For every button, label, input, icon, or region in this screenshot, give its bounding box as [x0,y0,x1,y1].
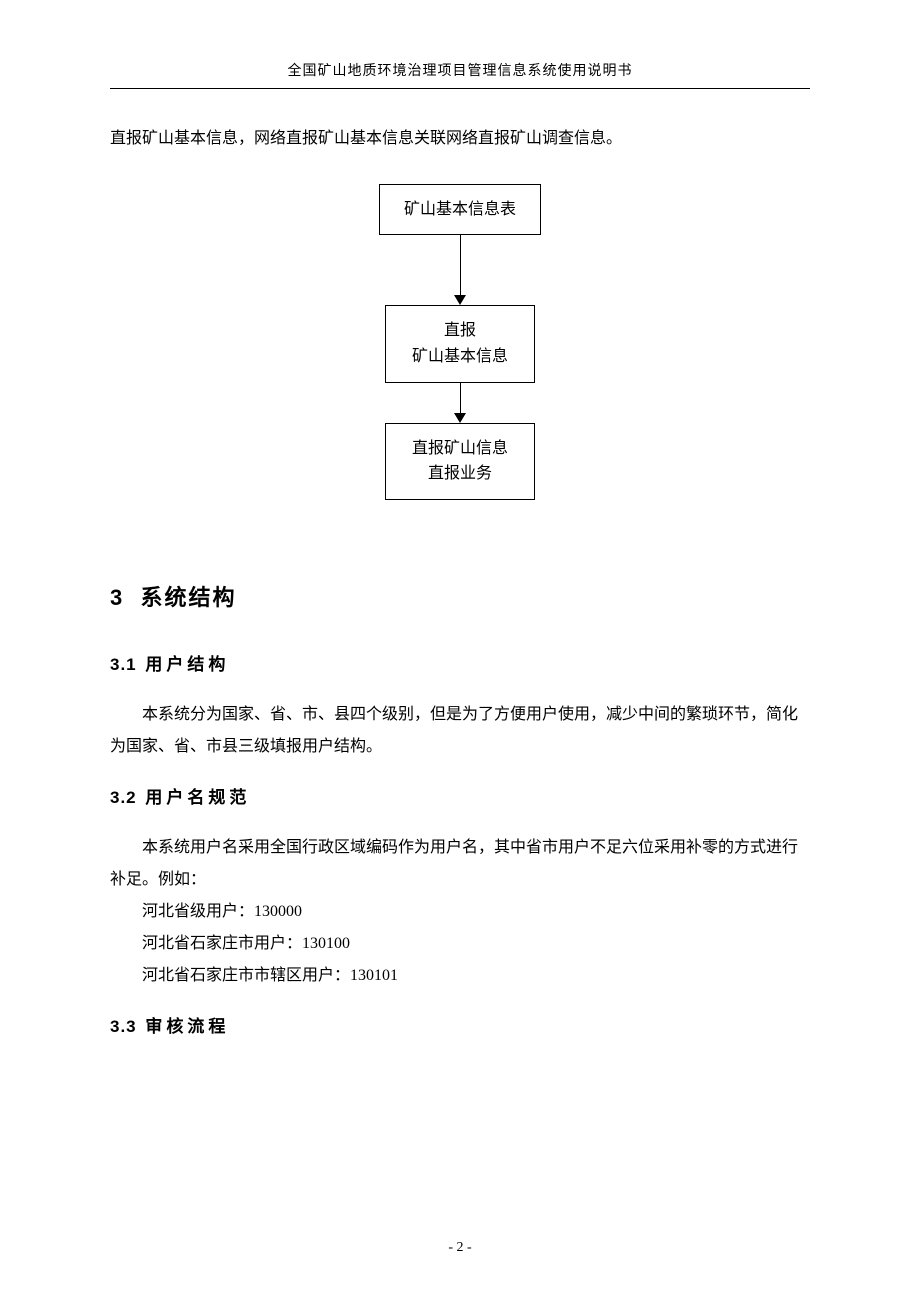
example-1: 河北省级用户：130000 [142,896,810,928]
section-3-2-heading: 3.2 用户名规范 [110,783,810,808]
section-3-3-heading: 3.3 审核流程 [110,1012,810,1037]
section-3-1-number: 3.1 [110,655,137,674]
section-3-1-title: 用户结构 [145,655,229,674]
section-3-title: 系统结构 [140,585,236,610]
section-3-2-para: 本系统用户名采用全国行政区域编码作为用户名，其中省市用户不足六位采用补零的方式进… [110,832,810,896]
section-3-1-para: 本系统分为国家、省、市、县四个级别，但是为了方便用户使用，减少中间的繁琐环节，简… [110,699,810,763]
arrow-head-icon [454,413,466,423]
page-number: - 2 - [0,1240,920,1256]
arrow-head-icon [454,295,466,305]
page-header: 全国矿山地质环境治理项目管理信息系统使用说明书 [110,60,810,89]
arrow-line [460,235,461,295]
section-3-3-title: 审核流程 [145,1017,229,1036]
arrow-line [460,383,461,413]
flow-node-1: 矿山基本信息表 [379,184,541,236]
flow-node-3-line-2: 直报业务 [410,461,510,487]
section-3-heading: 3 系统结构 [110,580,810,612]
example-3: 河北省石家庄市市辖区用户：130101 [142,960,810,992]
section-3-2-number: 3.2 [110,788,137,807]
flow-arrow-2 [454,383,466,423]
section-3-1-heading: 3.1 用户结构 [110,650,810,675]
flow-node-3-line-1: 直报矿山信息 [410,436,510,462]
section-3-3-number: 3.3 [110,1017,137,1036]
flow-node-2-line-1: 直报 [410,318,510,344]
flow-node-1-line-1: 矿山基本信息表 [404,197,516,223]
example-2: 河北省石家庄市用户：130100 [142,928,810,960]
flow-arrow-1 [454,235,466,305]
flow-node-3: 直报矿山信息 直报业务 [385,423,535,500]
section-3-2-title: 用户名规范 [145,788,250,807]
flowchart: 矿山基本信息表 直报 矿山基本信息 直报矿山信息 直报业务 [110,184,810,500]
flow-node-2-line-2: 矿山基本信息 [410,344,510,370]
section-3-number: 3 [110,585,124,610]
flow-node-2: 直报 矿山基本信息 [385,305,535,382]
intro-paragraph: 直报矿山基本信息，网络直报矿山基本信息关联网络直报矿山调查信息。 [110,125,810,154]
